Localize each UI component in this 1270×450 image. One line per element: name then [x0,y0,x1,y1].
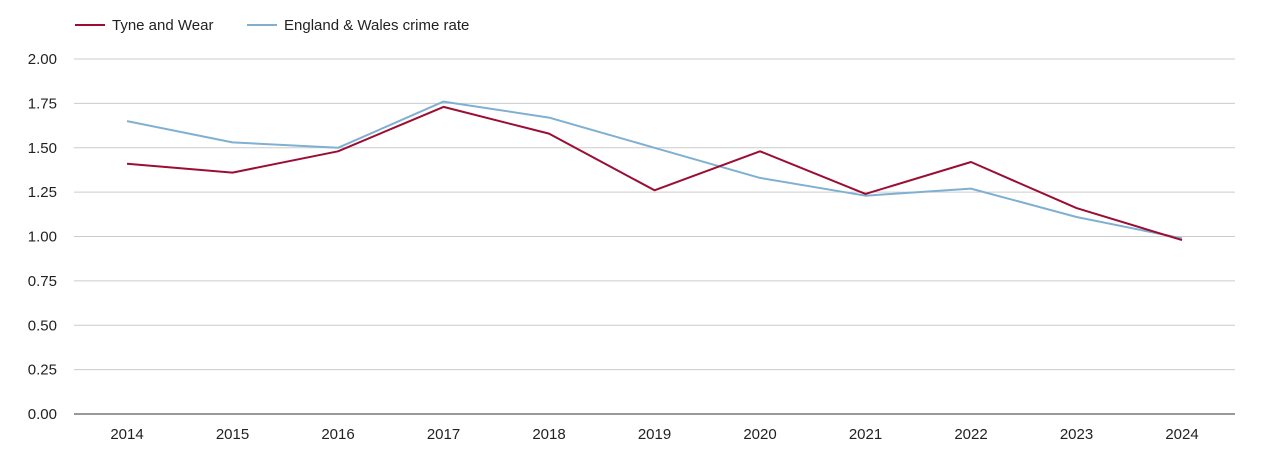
x-tick-label: 2018 [532,426,565,443]
x-tick-label: 2021 [849,426,882,443]
x-tick-label: 2015 [216,426,249,443]
x-tick-label: 2017 [427,426,460,443]
x-axis: 2014 2015 2016 2017 2018 2019 2020 2021 2022 2023… [74,413,1235,443]
series-line-england-wales-crime-rate [126,100,1183,240]
y-tick-label: 1.75 [28,95,57,112]
x-tick-label: 2022 [954,426,987,443]
x-tick-label: 2023 [1060,426,1093,443]
y-tick-label: 0.75 [28,273,57,290]
series-lines [126,100,1183,242]
y-tick-label: 0.25 [28,362,57,379]
y-gridlines [74,58,1235,371]
legend-label: England & Wales crime rate [284,17,469,34]
x-tick-label: 2019 [638,426,671,443]
y-tick-label: 1.50 [28,140,57,157]
legend-label: Tyne and Wear [112,17,213,34]
x-tick-label: 2020 [743,426,776,443]
y-tick-label: 2.00 [28,51,57,68]
y-tick-label: 1.00 [28,229,57,246]
y-tick-label: 0.50 [28,317,57,334]
y-axis: 0.00 0.25 0.50 0.75 1.00 1.25 1.50 1.75 2.00 [28,51,57,423]
y-tick-label: 1.25 [28,184,57,201]
x-tick-label: 2024 [1165,426,1198,443]
series-line-tyne-and-wear [126,105,1183,242]
y-tick-label: 0.00 [28,406,57,423]
x-tick-label: 2014 [110,426,143,443]
x-tick-label: 2016 [321,426,354,443]
chart-legend: Tyne and Wear England & Wales crime rate [75,17,469,34]
